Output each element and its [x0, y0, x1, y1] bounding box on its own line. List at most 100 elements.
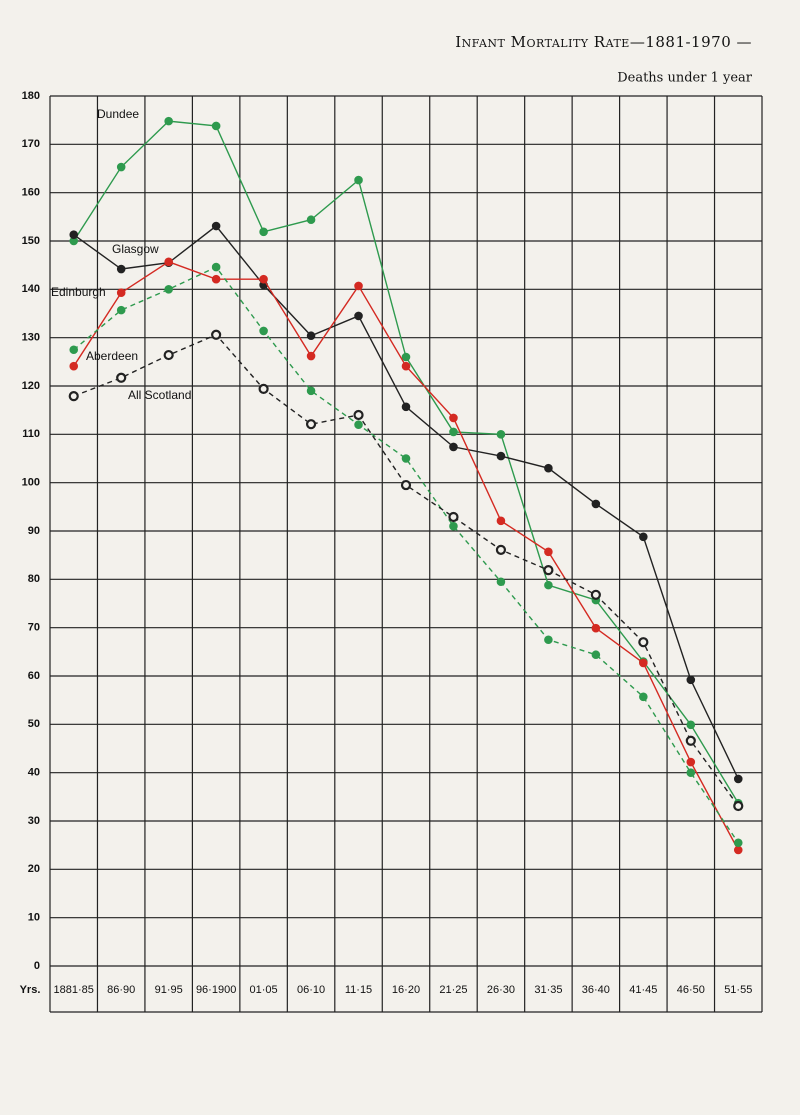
data-point	[733, 845, 743, 855]
y-tick-label: 110	[22, 428, 40, 440]
data-point	[116, 288, 126, 298]
data-point	[69, 361, 79, 371]
y-tick-label: 140	[22, 283, 40, 295]
y-tick-label: 130	[22, 332, 40, 344]
x-tick-label: 91·95	[155, 984, 183, 996]
series-label: All Scotland	[128, 388, 191, 402]
y-tick-label: 70	[28, 622, 40, 634]
data-point	[354, 420, 363, 429]
data-point	[306, 386, 316, 396]
data-point	[496, 577, 506, 587]
x-tick-label: 11·15	[345, 984, 372, 996]
x-tick-label: 36·40	[582, 984, 610, 996]
y-tick-label: 50	[28, 718, 40, 730]
x-tick-label: 26·30	[487, 984, 515, 996]
data-point	[449, 521, 458, 531]
series-label: Glasgow	[112, 242, 159, 256]
data-point	[544, 463, 553, 473]
data-point	[686, 675, 696, 685]
data-point	[733, 800, 744, 812]
data-point	[401, 361, 411, 371]
series-line	[73, 261, 739, 851]
data-point	[591, 650, 601, 660]
x-axis-label: Yrs.	[20, 984, 41, 996]
x-tick-label: 01·05	[250, 984, 278, 996]
data-point	[354, 281, 363, 291]
data-point	[116, 305, 126, 315]
y-tick-label: 170	[22, 138, 40, 150]
data-point	[448, 511, 459, 523]
data-point	[116, 372, 127, 383]
x-tick-label: 16·20	[392, 984, 420, 996]
x-tick-label: 31·35	[534, 984, 562, 996]
data-point	[211, 121, 221, 131]
data-point	[686, 768, 696, 777]
y-tick-label: 40	[28, 767, 40, 779]
y-tick-label: 80	[28, 573, 40, 585]
series-label: Aberdeen	[86, 349, 138, 363]
data-point	[590, 589, 601, 600]
data-point	[306, 351, 316, 361]
data-point	[259, 227, 268, 237]
data-point	[354, 311, 363, 321]
data-point	[116, 264, 126, 274]
data-point	[495, 544, 507, 555]
data-point	[68, 391, 79, 402]
y-tick-label: 100	[22, 477, 40, 489]
data-point	[400, 479, 412, 491]
data-point	[496, 516, 506, 526]
data-point	[591, 499, 601, 509]
data-point	[733, 774, 743, 784]
data-point	[591, 623, 601, 633]
x-tick-label: 46·50	[677, 984, 705, 996]
y-tick-label: 90	[28, 525, 40, 537]
data-point	[496, 451, 506, 461]
x-tick-label: 06·10	[297, 984, 325, 996]
y-tick-label: 10	[28, 912, 40, 924]
chart-subtitle: Deaths under 1 year	[617, 71, 753, 86]
x-tick-label: 41·45	[629, 984, 657, 996]
series-label: Edinburgh	[51, 285, 106, 299]
data-point	[401, 454, 411, 463]
data-point	[544, 547, 553, 557]
y-tick-label: 20	[28, 863, 40, 875]
data-point	[163, 349, 174, 361]
data-point	[69, 345, 79, 355]
data-point	[211, 274, 221, 284]
data-point	[638, 637, 649, 648]
x-tick-label: 96·1900	[196, 984, 236, 996]
data-point	[449, 413, 458, 423]
y-tick-label: 60	[28, 670, 40, 682]
data-point	[686, 720, 696, 730]
chart-title: Infant Mortality Rate—1881-1970 —	[455, 33, 752, 51]
data-point	[733, 838, 743, 848]
data-point	[354, 175, 363, 185]
data-point	[685, 735, 696, 746]
data-point	[496, 430, 506, 439]
data-point	[116, 162, 126, 172]
data-point	[401, 352, 411, 362]
series-line	[73, 333, 739, 807]
y-tick-label: 150	[22, 235, 40, 247]
data-point	[69, 230, 79, 240]
y-tick-label: 0	[34, 960, 40, 972]
x-tick-label: 21·25	[439, 984, 467, 996]
data-point	[639, 658, 648, 668]
data-point	[544, 635, 553, 645]
data-point	[639, 692, 648, 702]
data-point	[306, 215, 316, 225]
data-point	[306, 331, 316, 341]
data-point	[686, 757, 696, 767]
data-point	[211, 221, 221, 231]
data-point	[449, 427, 458, 437]
y-tick-label: 30	[28, 815, 40, 827]
data-point	[259, 326, 268, 336]
data-point	[259, 274, 268, 284]
data-point	[401, 402, 411, 412]
x-tick-label: 1881·85	[54, 984, 94, 996]
data-point	[164, 116, 173, 126]
y-tick-label: 180	[22, 90, 40, 102]
data-point	[164, 285, 173, 294]
y-tick-label: 160	[22, 187, 40, 199]
data-point	[639, 532, 648, 542]
